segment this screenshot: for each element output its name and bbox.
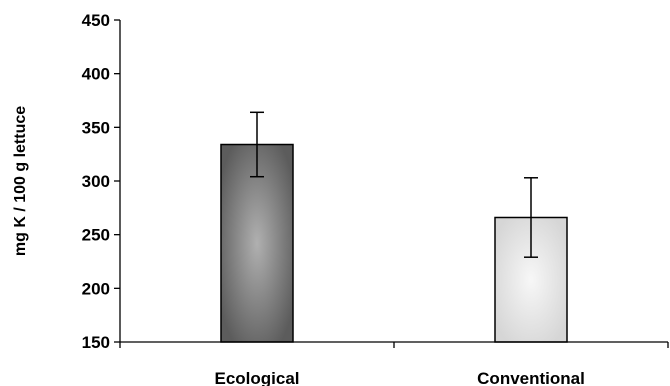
- x-category-label: Conventional: [477, 369, 585, 386]
- y-axis-title-group: mg K / 100 g lettuce: [12, 106, 29, 256]
- y-tick-label: 450: [82, 11, 110, 30]
- y-axis-ticks: 150 200 250 300 350 400 450: [82, 11, 120, 352]
- y-tick-label: 300: [82, 172, 110, 191]
- y-tick-label: 200: [82, 279, 110, 298]
- y-tick-label: 350: [82, 118, 110, 137]
- y-tick-label: 150: [82, 333, 110, 352]
- y-tick-label: 400: [82, 65, 110, 84]
- y-axis-title: mg K / 100 g lettuce: [12, 106, 29, 256]
- error-bars: [250, 111, 538, 258]
- bars: [220, 143, 568, 343]
- x-axis-categories: Ecological Conventional: [214, 369, 584, 386]
- x-category-label: Ecological: [214, 369, 299, 386]
- y-tick-label: 250: [82, 226, 110, 245]
- axes: [119, 20, 669, 348]
